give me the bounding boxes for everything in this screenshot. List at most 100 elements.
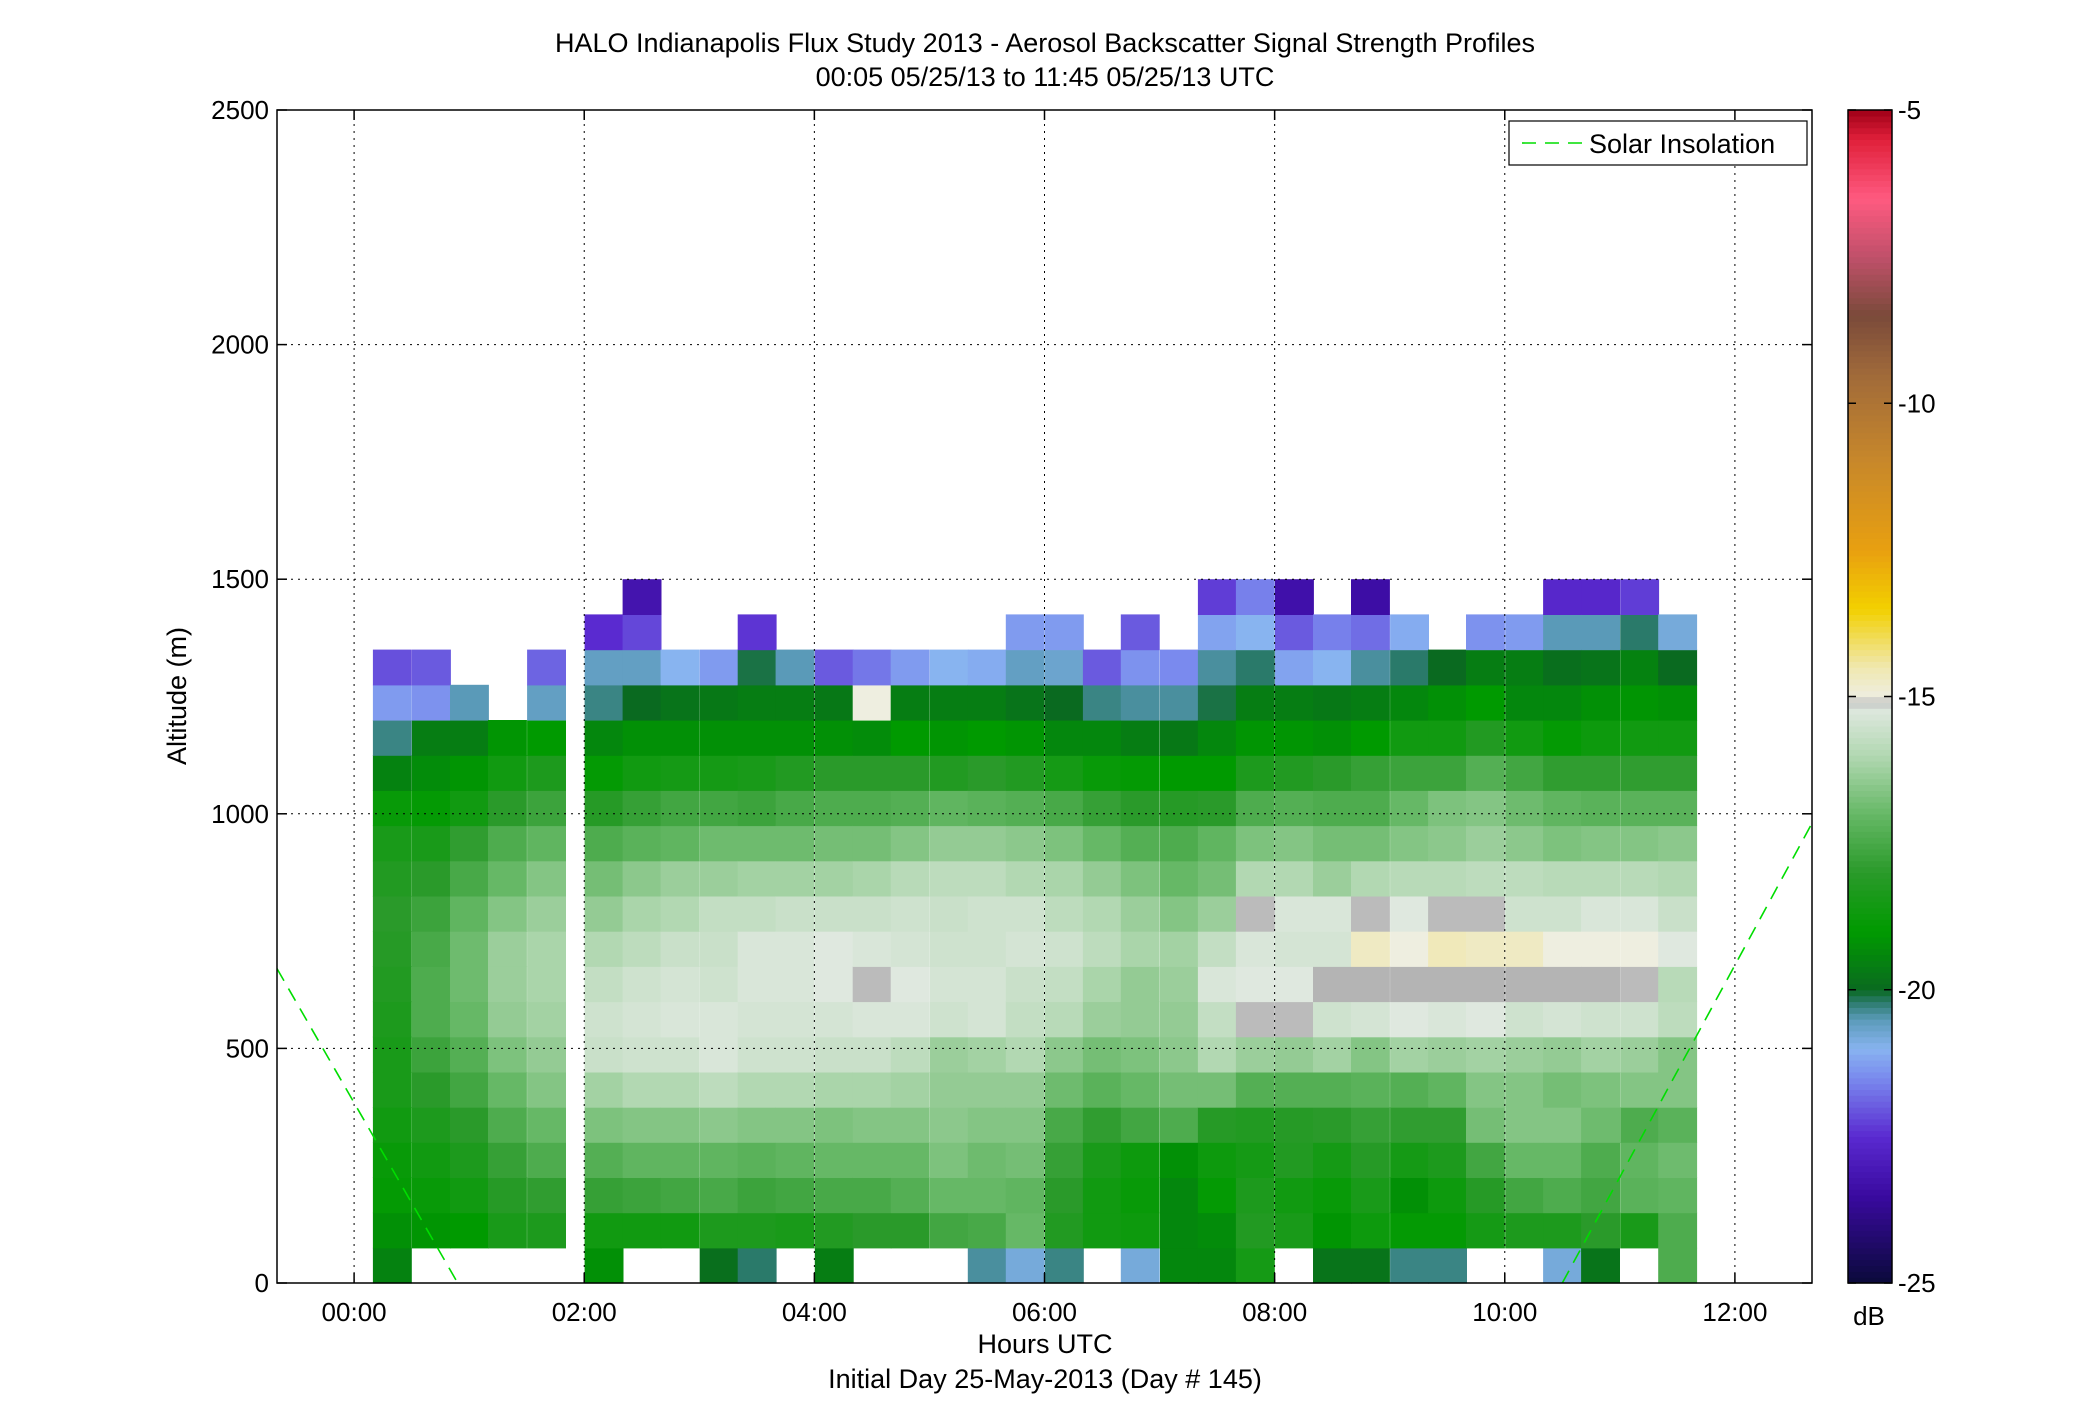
heatmap-cell <box>1543 1071 1582 1108</box>
heatmap-cell <box>1351 895 1390 932</box>
heatmap-cell <box>1197 790 1237 827</box>
colorbar-band <box>1848 1148 1892 1155</box>
heatmap-cell <box>1082 684 1122 721</box>
heatmap-cell <box>775 755 815 791</box>
colorbar-band <box>1848 1224 1892 1231</box>
y-tick-label: 1000 <box>211 799 269 829</box>
heatmap-cell <box>1428 684 1467 721</box>
heatmap-cell <box>967 1071 1007 1108</box>
colorbar-band <box>1848 1024 1892 1032</box>
heatmap-cell <box>1044 825 1084 862</box>
heatmap-cell <box>1543 684 1582 721</box>
heatmap-cell <box>852 895 892 932</box>
colorbar-band <box>1848 1107 1892 1114</box>
colorbar-band <box>1848 919 1892 926</box>
heatmap-cell <box>450 1142 489 1178</box>
heatmap-cell <box>1235 1071 1275 1108</box>
heatmap-cell <box>1120 1001 1160 1038</box>
heatmap-cell <box>584 1071 624 1108</box>
heatmap-cell <box>1313 1107 1352 1143</box>
heatmap-cell <box>699 966 739 1003</box>
heatmap-cell <box>1313 1177 1352 1214</box>
heatmap-cell <box>1044 614 1084 651</box>
colorbar-band <box>1848 667 1892 674</box>
heatmap-cell <box>1197 1001 1237 1038</box>
heatmap-cell <box>1428 1247 1467 1284</box>
heatmap-cell <box>450 931 489 967</box>
heatmap-cell <box>1160 825 1199 862</box>
colorbar-band <box>1848 807 1892 815</box>
heatmap-cell <box>1390 1107 1429 1143</box>
colorbar-band <box>1848 1048 1892 1055</box>
heatmap-cell <box>1620 895 1660 932</box>
heatmap-cell <box>450 1177 489 1214</box>
heatmap-cell <box>1620 825 1660 862</box>
heatmap-cell <box>660 1001 700 1038</box>
heatmap-cell <box>1658 614 1698 651</box>
heatmap-cell <box>737 684 777 721</box>
heatmap-cell <box>412 1212 451 1249</box>
heatmap-cell <box>527 1071 566 1108</box>
heatmap-cell <box>890 1212 930 1249</box>
heatmap-cell <box>1658 1212 1698 1249</box>
colorbar-band <box>1848 180 1892 187</box>
colorbar-band <box>1848 497 1892 504</box>
heatmap-cell <box>1082 1107 1122 1143</box>
heatmap-cell <box>1160 755 1199 791</box>
heatmap-cell <box>852 649 892 686</box>
colorbar-band <box>1848 995 1892 1003</box>
heatmap-cell <box>450 860 489 897</box>
heatmap-cell <box>488 1212 527 1249</box>
heatmap-cell <box>1620 1107 1660 1143</box>
heatmap-cell <box>814 1107 854 1143</box>
heatmap-cell <box>527 720 566 756</box>
y-tick-label: 2500 <box>211 95 269 125</box>
heatmap-cell <box>1390 1036 1429 1073</box>
heatmap-cell <box>814 720 854 756</box>
heatmap-cell <box>1005 755 1045 791</box>
heatmap-cell <box>1390 684 1429 721</box>
heatmap-cell <box>1235 1107 1275 1143</box>
heatmap-cell <box>1351 1177 1390 1214</box>
colorbar-band <box>1848 1183 1892 1190</box>
heatmap-cell <box>1543 1212 1582 1249</box>
heatmap-cell <box>372 1212 412 1249</box>
heatmap-cell <box>412 860 451 897</box>
heatmap-cell <box>488 825 527 862</box>
heatmap-cell <box>737 1001 777 1038</box>
heatmap-cell <box>699 931 739 967</box>
heatmap-cell <box>1082 966 1122 1003</box>
heatmap-cell <box>1543 790 1582 827</box>
colorbar-band <box>1848 133 1892 140</box>
heatmap-cell <box>1466 895 1505 932</box>
heatmap-cell <box>1044 755 1084 791</box>
colorbar-band <box>1848 356 1892 363</box>
heatmap-cell <box>1620 720 1660 756</box>
heatmap-cell <box>412 1107 451 1143</box>
colorbar-band <box>1848 872 1892 879</box>
colorbar-band <box>1848 1159 1892 1167</box>
heatmap-cell <box>372 860 412 897</box>
heatmap-cell <box>1313 614 1352 651</box>
heatmap-cell <box>1658 720 1698 756</box>
colorbar-band <box>1848 491 1892 498</box>
colorbar-band <box>1848 1007 1892 1014</box>
heatmap-cell <box>527 790 566 827</box>
heatmap-cell <box>584 931 624 967</box>
heatmap-cell <box>967 1177 1007 1214</box>
colorbar-band <box>1848 620 1892 627</box>
colorbar-band <box>1848 983 1892 991</box>
colorbar-band <box>1848 784 1892 791</box>
heatmap-cell <box>1505 966 1545 1003</box>
heatmap-cell <box>1390 1247 1429 1284</box>
colorbar-band <box>1848 403 1892 410</box>
heatmap-cell <box>1313 684 1352 721</box>
heatmap-cell <box>1466 931 1505 967</box>
heatmap-cell <box>1428 931 1467 967</box>
colorbar-band <box>1848 819 1892 827</box>
x-tick-label: 04:00 <box>782 1297 847 1327</box>
heatmap-cell <box>1581 1142 1620 1178</box>
colorbar-band <box>1848 1095 1892 1102</box>
colorbar-band <box>1848 649 1892 657</box>
colorbar-band <box>1848 1071 1892 1079</box>
